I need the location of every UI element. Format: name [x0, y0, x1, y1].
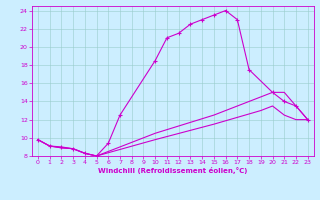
X-axis label: Windchill (Refroidissement éolien,°C): Windchill (Refroidissement éolien,°C)	[98, 167, 247, 174]
